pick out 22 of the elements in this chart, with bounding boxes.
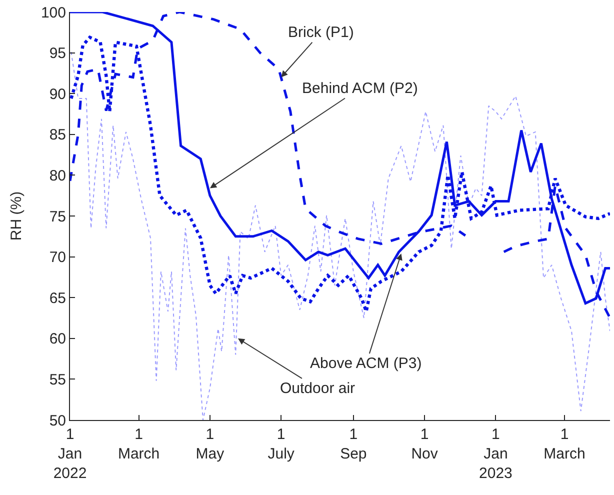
annotation: Above ACM (P3) (310, 355, 422, 372)
y-tick-label: 100 (40, 4, 66, 22)
x-tick-label: 1 March (544, 426, 586, 462)
x-tick-label: 1 July (268, 426, 295, 462)
y-tick-label: 85 (49, 126, 66, 144)
x-tick-label: 1 May (196, 426, 225, 462)
y-tick-label: 80 (49, 167, 66, 184)
annotation: Brick (P1) (288, 24, 354, 41)
x-tick-label: 1 Sep (340, 426, 367, 462)
y-tick-label: 90 (49, 86, 66, 103)
annotation: Behind ACM (P2) (302, 80, 418, 97)
y-tick-label: 65 (49, 290, 66, 307)
y-tick-label: 70 (49, 249, 66, 266)
y-tick-label: 55 (49, 371, 66, 388)
y-tick-label: 60 (49, 330, 66, 348)
x-tick-label: 1 March (118, 426, 160, 462)
y-tick-label: 95 (49, 45, 66, 62)
x-tick-label: 1 Jan 2023 (479, 426, 512, 482)
x-tick-label: 1 Nov (411, 426, 438, 462)
y-axis-title: RH (%) (8, 191, 26, 241)
annotation: Outdoor air (280, 380, 356, 397)
y-tick-label: 75 (49, 208, 66, 226)
